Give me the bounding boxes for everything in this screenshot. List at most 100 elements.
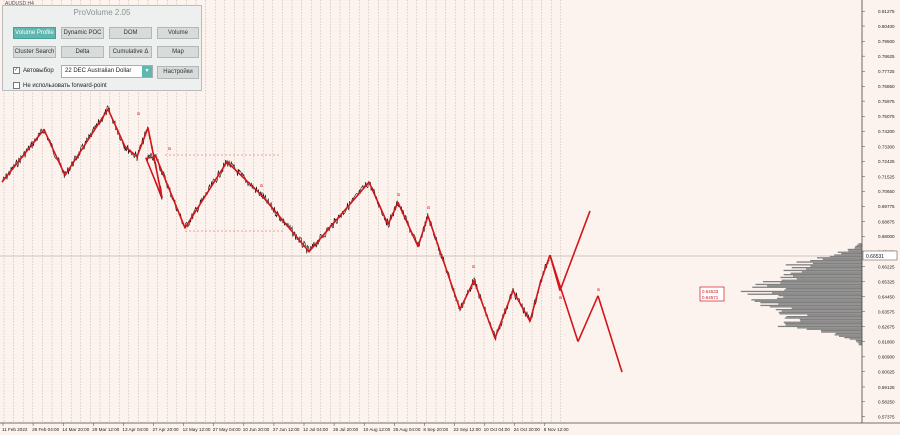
wave-marker: a xyxy=(472,264,475,270)
profile-bar xyxy=(793,275,862,277)
profile-bar xyxy=(775,309,862,311)
settings-button[interactable]: Настройки xyxy=(157,66,199,79)
x-tick-label: 27 Apr 20:00 xyxy=(153,427,179,432)
provolume-panel[interactable]: ProVolume 2.05 Volume Profile Dynamic PO… xyxy=(2,5,202,91)
profile-bar xyxy=(783,274,862,276)
delta-button[interactable]: Delta xyxy=(61,46,104,58)
y-tick-label: 0.63575 xyxy=(878,309,895,314)
profile-bar xyxy=(781,279,862,281)
instrument-select[interactable]: 22 DEC Australian Dollar ▾ xyxy=(61,65,153,78)
profile-bar xyxy=(762,281,862,283)
y-tick-label: 0.81275 xyxy=(878,9,895,14)
map-button[interactable]: Map xyxy=(157,46,199,58)
volume-button[interactable]: Volume xyxy=(157,27,199,39)
forward-point-check-icon xyxy=(13,82,20,89)
profile-bar xyxy=(740,290,862,293)
profile-bar xyxy=(784,289,862,291)
y-tick-label: 0.79500 xyxy=(878,39,895,44)
y-tick-label: 0.74200 xyxy=(878,129,895,134)
panel-title: ProVolume 2.05 xyxy=(73,8,131,17)
forward-point-checkbox[interactable]: Не использовать forward-point xyxy=(13,82,107,89)
profile-bar xyxy=(806,328,862,330)
x-tick-label: 11 Feb 2022 xyxy=(2,427,28,432)
profile-bar xyxy=(791,307,862,309)
profile-bar xyxy=(790,272,862,274)
profile-bar xyxy=(837,251,862,253)
y-tick-label: 0.75975 xyxy=(878,99,895,104)
x-tick-label: 14 Mar 20:00 xyxy=(62,427,90,432)
profile-bar xyxy=(786,316,862,318)
profile-bar xyxy=(778,311,862,314)
x-tick-label: 13 Apr 04:00 xyxy=(122,427,148,432)
price-labels: 0.64533 0.64571 xyxy=(699,286,725,302)
time-axis-labels: 11 Feb 2022 28 Feb 04:00 14 Mar 20:00 29 Ma… xyxy=(2,423,569,432)
price-label-lower: 0.64571 xyxy=(702,295,719,300)
profile-bar xyxy=(822,258,862,260)
x-tick-label: 28 Feb 04:00 xyxy=(32,427,60,432)
wave-marker: a xyxy=(427,205,430,211)
y-tick-label: 0.68000 xyxy=(878,234,895,239)
profile-bar xyxy=(779,313,862,315)
profile-bar xyxy=(780,276,862,279)
profile-bar xyxy=(785,288,862,290)
autoselect-checkbox[interactable]: Автовыбор xyxy=(13,67,54,74)
profile-bar xyxy=(829,255,862,258)
x-tick-label: 23 Sep 12:00 xyxy=(454,427,482,432)
profile-bar xyxy=(810,265,862,267)
profile-bar xyxy=(777,297,862,300)
chevron-down-icon[interactable]: ▾ xyxy=(142,66,152,77)
profile-bar xyxy=(783,269,862,272)
x-tick-label: 10 Jun 20:00 xyxy=(243,427,270,432)
profile-bar xyxy=(780,282,862,284)
profile-bar xyxy=(769,306,862,308)
profile-bar xyxy=(834,334,862,336)
projection-line xyxy=(577,295,599,342)
projection-line xyxy=(597,295,623,373)
zigzag-line xyxy=(1,108,551,339)
y-tick-label: 0.68875 xyxy=(878,219,895,224)
wave-marker: a xyxy=(559,295,562,301)
profile-bar xyxy=(835,332,862,335)
profile-bar xyxy=(785,264,862,266)
profile-bar xyxy=(834,254,862,256)
y-tick-label: 0.60025 xyxy=(878,369,895,374)
profile-bar xyxy=(791,267,862,269)
volume-profile-button[interactable]: Volume Profile xyxy=(13,27,56,39)
y-tick-label: 0.61800 xyxy=(878,339,895,344)
profile-bar xyxy=(760,304,862,307)
cluster-search-button[interactable]: Cluster Search xyxy=(13,46,56,58)
x-tick-label: 10 Oct 04:00 xyxy=(484,427,511,432)
volume-profile xyxy=(740,243,862,346)
dom-button[interactable]: DOM xyxy=(109,27,152,39)
price-label-upper: 0.64533 xyxy=(702,289,719,294)
profile-bar xyxy=(858,344,862,346)
profile-bar xyxy=(856,341,862,343)
profile-bar xyxy=(783,321,862,323)
wave-marker: a xyxy=(137,111,140,117)
wave-marker: a xyxy=(597,287,600,293)
dynamic-poc-button[interactable]: Dynamic POC xyxy=(61,27,104,39)
profile-bar xyxy=(760,302,862,304)
profile-bar xyxy=(849,338,862,340)
profile-bar xyxy=(784,317,862,319)
profile-bar xyxy=(751,299,862,301)
wave-marker: a xyxy=(260,183,263,189)
autoselect-check-icon xyxy=(13,67,20,74)
profile-bar xyxy=(796,278,862,280)
y-tick-label: 0.62675 xyxy=(878,325,895,330)
symbol-label: AUDUSD,H4 xyxy=(5,1,34,7)
profile-bar xyxy=(858,342,862,344)
svg-text:0.66531: 0.66531 xyxy=(866,254,884,260)
y-tick-label: 0.76850 xyxy=(878,84,895,89)
x-tick-label: 27 Jun 12:00 xyxy=(273,427,300,432)
x-tick-label: 27 May 04:00 xyxy=(213,427,241,432)
profile-bar xyxy=(817,257,862,259)
profile-bar xyxy=(797,327,862,329)
y-tick-label: 0.72425 xyxy=(878,159,895,164)
y-tick-label: 0.66225 xyxy=(878,264,895,269)
cumulative-delta-button[interactable]: Cumulative Δ xyxy=(109,46,152,58)
x-tick-label: 25 Aug 04:00 xyxy=(393,427,421,432)
y-tick-label: 0.78625 xyxy=(878,54,895,59)
profile-bar xyxy=(747,293,862,295)
price-axis-labels: 0.81275 0.80400 0.79500 0.78625 0.77725 0.768… xyxy=(862,9,895,419)
